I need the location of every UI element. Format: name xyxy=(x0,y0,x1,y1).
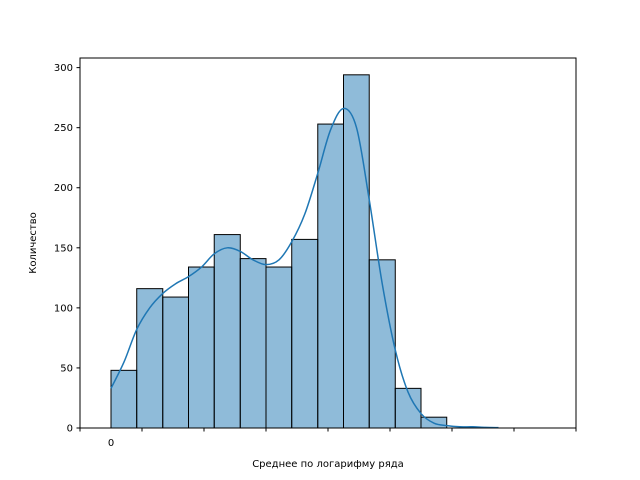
y-tick-label: 250 xyxy=(54,123,73,134)
y-tick-label: 150 xyxy=(54,243,73,254)
kde-layer xyxy=(110,107,499,429)
x-axis-ticks: 0 xyxy=(79,428,577,449)
y-tick-label: 0 xyxy=(67,424,73,435)
histogram-bar xyxy=(239,258,267,429)
histogram-bar xyxy=(213,234,241,429)
x-tick-label: 0 xyxy=(108,438,114,449)
y-axis-label: Количество xyxy=(28,212,39,274)
histogram-bar xyxy=(188,266,215,429)
histogram-bar xyxy=(317,123,344,429)
y-axis-ticks: 0 50 100 150 200 250 300 xyxy=(54,63,80,435)
histogram-bar xyxy=(291,238,319,429)
y-tick-label: 100 xyxy=(54,303,73,314)
x-axis-label: Среднее по логарифму ряда xyxy=(252,459,404,470)
histogram-bar xyxy=(162,296,190,429)
y-tick-label: 300 xyxy=(54,63,73,74)
bars-layer xyxy=(110,74,448,429)
y-tick-label: 50 xyxy=(60,363,73,374)
histogram-bar xyxy=(343,74,370,429)
histogram-bar xyxy=(136,288,164,429)
kde-line xyxy=(110,107,499,429)
histogram-bar xyxy=(265,266,293,429)
histogram-bar xyxy=(110,369,138,429)
y-tick-label: 200 xyxy=(54,183,73,194)
